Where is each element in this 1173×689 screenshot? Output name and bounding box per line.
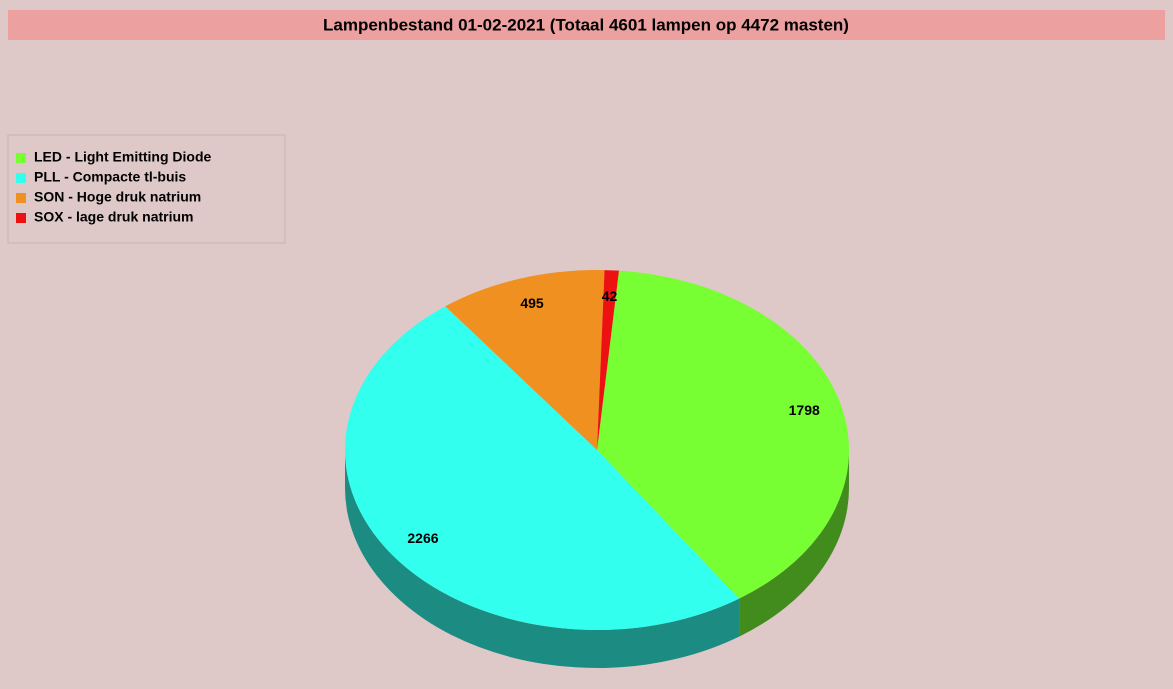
legend-label: SON - Hoge druk natrium xyxy=(34,189,201,205)
legend-marker xyxy=(16,153,26,163)
legend-marker xyxy=(16,173,26,183)
legend-label: SOX - lage druk natrium xyxy=(34,209,193,225)
slice-side xyxy=(345,450,740,668)
legend-box xyxy=(7,134,286,244)
title-bar xyxy=(8,10,1165,40)
data-label: 1798 xyxy=(789,402,820,418)
data-label: 42 xyxy=(602,288,618,304)
chart-title: Lampenbestand 01-02-2021 (Totaal 4601 la… xyxy=(323,15,849,34)
legend-marker xyxy=(16,213,26,223)
slice xyxy=(445,270,605,450)
legend-marker xyxy=(16,193,26,203)
legend-label: PLL - Compacte tl-buis xyxy=(34,169,186,185)
data-label: 2266 xyxy=(407,530,438,546)
slice xyxy=(597,270,619,450)
slice xyxy=(597,270,849,599)
data-label: 495 xyxy=(520,295,544,311)
legend-label: LED - Light Emitting Diode xyxy=(34,149,212,165)
slice xyxy=(345,306,740,630)
slice-side xyxy=(739,450,849,637)
